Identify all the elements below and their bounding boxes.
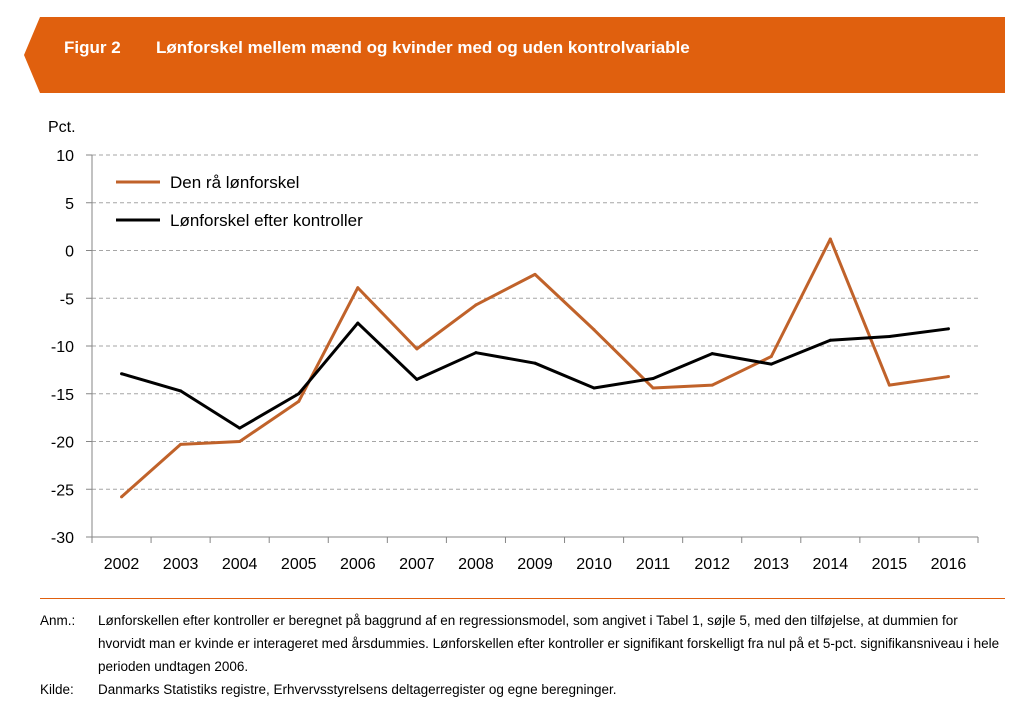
data-point-series-2 bbox=[946, 327, 950, 331]
y-tick-label: -5 bbox=[60, 291, 74, 308]
y-tick-label: -20 bbox=[51, 435, 74, 452]
x-tick-label: 2004 bbox=[222, 556, 258, 573]
note-kilde: Kilde: Danmarks Statistiks registre, Erh… bbox=[40, 678, 1000, 701]
x-tick-label: 2002 bbox=[104, 556, 140, 573]
data-point-series-1 bbox=[887, 383, 891, 387]
data-point-series-2 bbox=[828, 338, 832, 342]
data-point-series-1 bbox=[120, 495, 124, 499]
data-point-series-1 bbox=[238, 440, 242, 443]
figure-title: Lønforskel mellem mænd og kvinder med og… bbox=[156, 38, 690, 57]
figure-header-banner: Figur 2 Lønforskel mellem mænd og kvinde… bbox=[24, 17, 1005, 93]
x-tick-label: 2007 bbox=[399, 556, 435, 573]
x-tick-label: 2003 bbox=[163, 556, 199, 573]
y-tick-label: 5 bbox=[65, 196, 74, 213]
x-tick-label: 2011 bbox=[636, 556, 671, 573]
note-anm-label: Anm.: bbox=[40, 613, 76, 628]
data-point-series-2 bbox=[297, 392, 301, 396]
y-tick-label: -10 bbox=[51, 339, 74, 356]
data-point-series-1 bbox=[946, 375, 950, 379]
y-tick-label: 10 bbox=[56, 148, 74, 165]
y-tick-label: -15 bbox=[51, 387, 74, 404]
data-point-series-1 bbox=[651, 386, 655, 390]
figure-notes: Anm.: Lønforskellen efter kontroller er … bbox=[40, 609, 1000, 701]
data-point-series-2 bbox=[415, 377, 419, 381]
figure-label: Figur 2 bbox=[64, 38, 121, 57]
data-point-series-2 bbox=[769, 362, 773, 366]
x-tick-label: 2009 bbox=[517, 556, 553, 573]
data-point-series-2 bbox=[356, 321, 360, 325]
data-point-series-1 bbox=[474, 303, 478, 307]
data-point-series-1 bbox=[828, 237, 832, 241]
note-anm: Anm.: Lønforskellen efter kontroller er … bbox=[40, 609, 1000, 678]
data-point-series-2 bbox=[474, 351, 478, 355]
x-tick-label: 2014 bbox=[813, 556, 849, 573]
note-kilde-label: Kilde: bbox=[40, 682, 74, 697]
legend-label-2: Lønforskel efter kontroller bbox=[170, 211, 363, 230]
x-tick-label: 2016 bbox=[931, 556, 967, 573]
x-tick-label: 2008 bbox=[458, 556, 494, 573]
x-tick-label: 2006 bbox=[340, 556, 376, 573]
x-tick-label: 2005 bbox=[281, 556, 317, 573]
notes-separator bbox=[40, 598, 1005, 599]
data-point-series-2 bbox=[887, 334, 891, 338]
data-point-series-2 bbox=[592, 386, 596, 390]
data-point-series-2 bbox=[710, 352, 714, 356]
banner-notch bbox=[24, 17, 40, 93]
y-axis-label: Pct. bbox=[48, 119, 76, 136]
data-point-series-1 bbox=[297, 399, 301, 403]
x-tick-label: 2010 bbox=[576, 556, 612, 573]
line-chart: 10 5 0 -5 -10 -15 -20 -25 -30 Pct. 2002 2003 2004 200… bbox=[48, 119, 979, 573]
data-point-series-1 bbox=[769, 355, 773, 359]
series-line-1 bbox=[120, 237, 949, 499]
data-point-series-1 bbox=[592, 328, 596, 332]
data-point-series-1 bbox=[415, 347, 419, 351]
data-point-series-1 bbox=[179, 442, 183, 446]
data-point-series-1 bbox=[356, 286, 360, 290]
data-point-series-2 bbox=[651, 376, 655, 380]
x-tick-label: 2015 bbox=[872, 556, 908, 573]
x-tick-label: 2012 bbox=[694, 556, 730, 573]
legend-label-1: Den rå lønforskel bbox=[170, 173, 299, 192]
series-line-2 bbox=[121, 321, 949, 430]
data-point-series-2 bbox=[179, 389, 183, 393]
y-tick-label: -30 bbox=[51, 530, 74, 547]
data-point-series-2 bbox=[533, 361, 537, 365]
data-point-series-2 bbox=[238, 426, 242, 430]
data-point-series-2 bbox=[120, 372, 124, 376]
note-kilde-text: Danmarks Statistiks registre, Erhvervsst… bbox=[98, 682, 617, 697]
note-anm-text: Lønforskellen efter kontroller er beregn… bbox=[98, 613, 1000, 674]
data-point-series-1 bbox=[710, 383, 714, 387]
y-tick-label: 0 bbox=[65, 244, 74, 261]
x-tick-label: 2013 bbox=[753, 556, 789, 573]
data-point-series-1 bbox=[533, 272, 537, 276]
y-tick-label: -25 bbox=[51, 482, 74, 499]
